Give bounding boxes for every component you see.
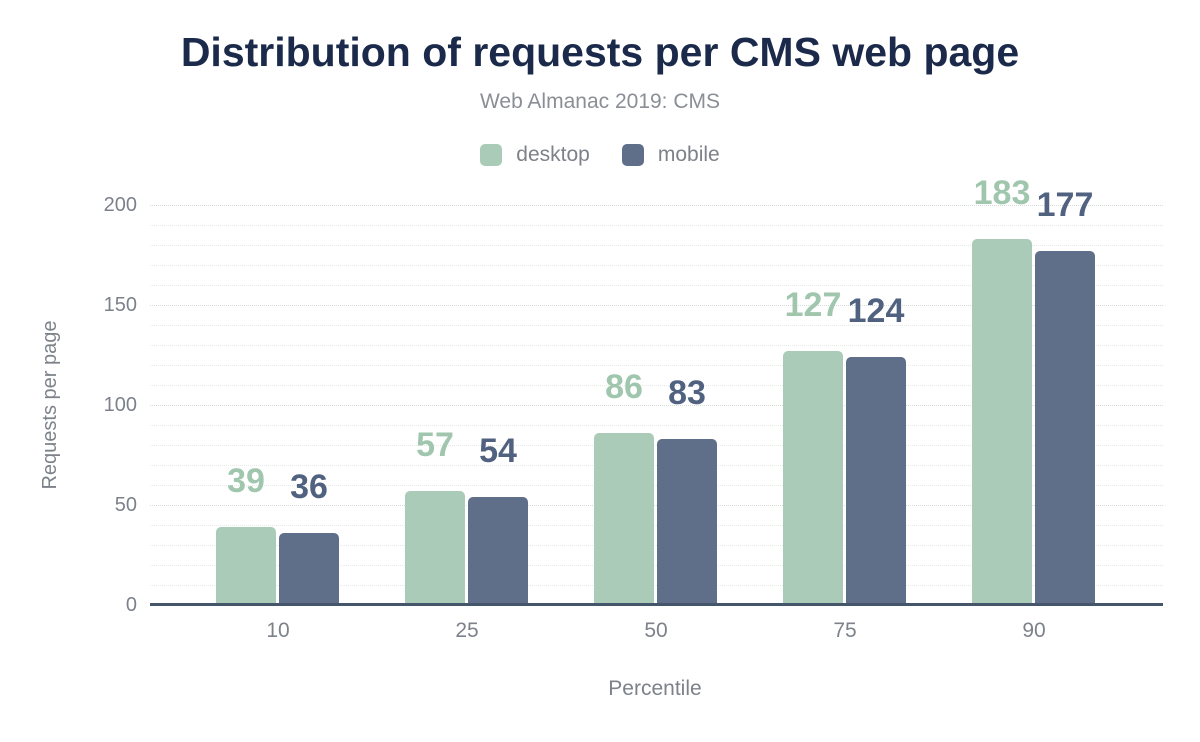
bar-mobile-50	[657, 439, 717, 605]
gridline-major	[150, 505, 1163, 506]
x-axis-title: Percentile	[608, 677, 702, 700]
gridline-major	[150, 305, 1163, 306]
bar-mobile-90	[1035, 251, 1095, 605]
bar-mobile-10	[279, 533, 339, 605]
gridline-minor	[150, 225, 1163, 226]
gridline-major	[150, 405, 1163, 406]
legend-swatch-mobile	[621, 144, 644, 166]
bar-value-mobile-50: 83	[668, 374, 706, 412]
bar-value-desktop-90: 183	[973, 174, 1031, 212]
gridline-minor	[150, 285, 1163, 286]
bar-value-desktop-25: 57	[416, 426, 454, 464]
x-tick-label: 25	[455, 619, 479, 642]
gridline-minor	[150, 485, 1163, 486]
legend: desktop mobile	[0, 143, 1200, 167]
bar-value-mobile-90: 177	[1036, 186, 1094, 224]
y-tick-label: 200	[103, 194, 137, 216]
x-axis-line	[150, 603, 1163, 606]
bar-desktop-50	[594, 433, 654, 605]
y-tick-label: 50	[114, 494, 137, 516]
gridline-minor	[150, 385, 1163, 386]
gridline-minor	[150, 325, 1163, 326]
y-tick-label: 100	[103, 394, 137, 416]
bar-desktop-25	[405, 491, 465, 605]
bar-value-mobile-10: 36	[290, 468, 328, 506]
gridline-minor	[150, 245, 1163, 246]
chart-title: Distribution of requests per CMS web pag…	[180, 29, 1020, 75]
bar-value-mobile-25: 54	[479, 432, 517, 470]
gridline-minor	[150, 545, 1163, 546]
x-tick-label: 90	[1022, 619, 1046, 642]
legend-item-mobile: mobile	[621, 143, 720, 167]
gridline-minor	[150, 425, 1163, 426]
gridline-minor	[150, 345, 1163, 346]
legend-swatch-desktop	[480, 144, 503, 166]
x-tick-label: 50	[644, 619, 668, 642]
bar-desktop-10	[216, 527, 276, 605]
gridline-minor	[150, 365, 1163, 366]
x-tick-label: 75	[833, 619, 857, 642]
legend-item-desktop: desktop	[480, 143, 590, 167]
bar-desktop-90	[972, 239, 1032, 605]
gridline-minor	[150, 465, 1163, 466]
y-tick-label: 150	[103, 294, 137, 316]
bar-value-desktop-10: 39	[227, 462, 265, 500]
bar-desktop-75	[783, 351, 843, 605]
gridline-minor	[150, 265, 1163, 266]
chart-subtitle: Web Almanac 2019: CMS	[479, 90, 721, 113]
legend-label-desktop: desktop	[516, 143, 590, 166]
gridline-minor	[150, 565, 1163, 566]
bar-value-mobile-75: 124	[847, 292, 905, 330]
bar-value-desktop-75: 127	[784, 286, 842, 324]
x-tick-label: 10	[266, 619, 290, 642]
bar-mobile-75	[846, 357, 906, 605]
bar-mobile-25	[468, 497, 528, 605]
gridline-major	[150, 205, 1163, 206]
legend-label-mobile: mobile	[657, 143, 720, 166]
bar-value-desktop-50: 86	[605, 368, 643, 406]
gridline-minor	[150, 585, 1163, 586]
y-tick-label: 0	[125, 594, 137, 616]
gridline-minor	[150, 445, 1163, 446]
gridline-minor	[150, 525, 1163, 526]
